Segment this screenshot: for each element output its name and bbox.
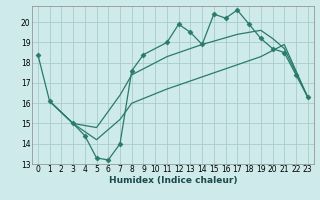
X-axis label: Humidex (Indice chaleur): Humidex (Indice chaleur) [108,176,237,185]
